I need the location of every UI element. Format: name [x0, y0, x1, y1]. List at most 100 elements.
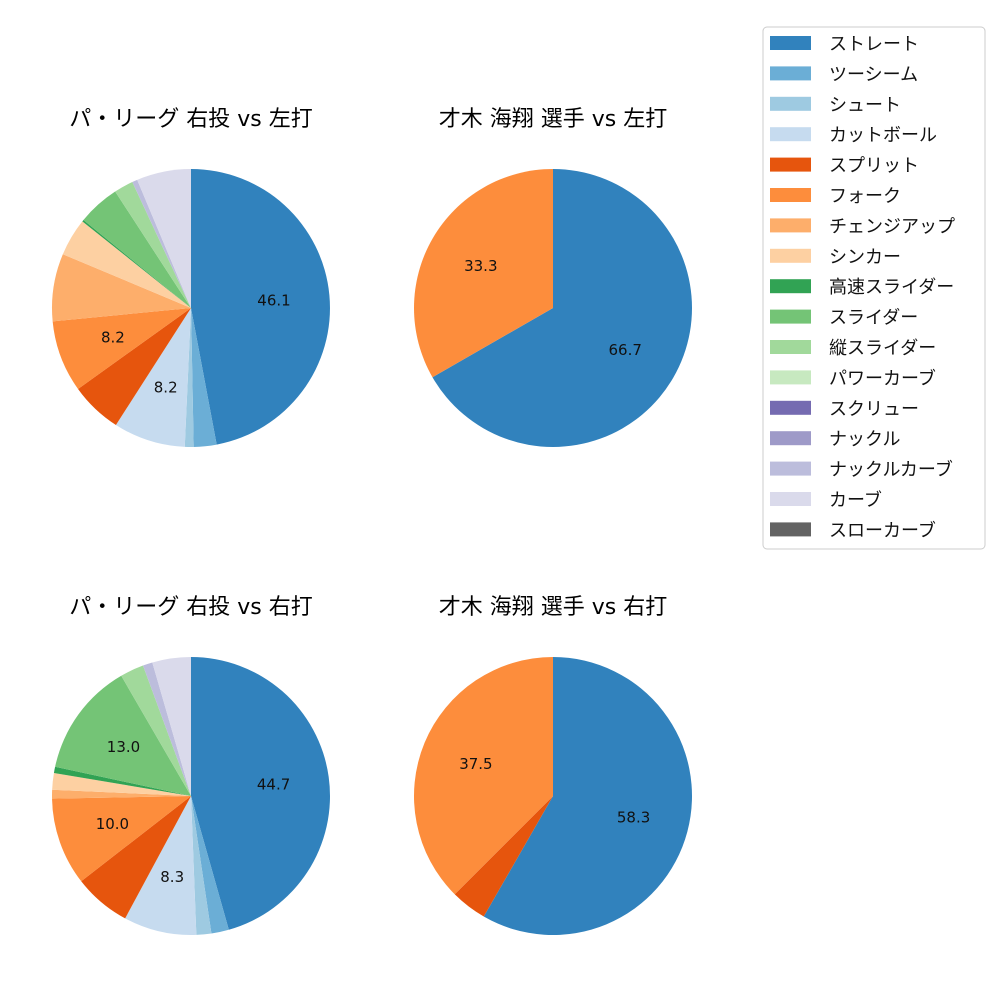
pie-slice [191, 169, 330, 445]
pie-slice [191, 308, 217, 447]
slice-label: 37.5 [459, 755, 492, 773]
legend-swatch [770, 431, 811, 446]
pie-slice [137, 169, 191, 308]
pie-chart-4: 才木 海翔 選手 vs 右打 58.3 37.5 [413, 595, 693, 935]
pie-charts: パ・リーグ 右投 vs 左打 46.1 8.2 8.2 才木 海翔 選手 vs 左打 66… [51, 107, 693, 936]
legend-label: ツーシーム [829, 64, 918, 85]
slice-label: 8.2 [154, 379, 178, 397]
legend-entry: カットボール [770, 125, 937, 146]
pie-slice [52, 796, 191, 882]
legend-label: チェンジアップ [829, 216, 955, 237]
legend-entry: スクリュー [770, 399, 919, 420]
legend-label: パワーカーブ [829, 367, 936, 389]
legend-entry: ナックル [770, 429, 900, 450]
legend-swatch [770, 248, 811, 263]
legend-label: カーブ [829, 489, 882, 511]
legend-swatch [770, 96, 811, 111]
slice-label: 44.7 [257, 776, 290, 794]
legend-entry: スローカーブ [770, 519, 936, 541]
legend-swatch [770, 309, 811, 324]
pie-slice [53, 766, 192, 796]
chart-title: パ・リーグ 右投 vs 右打 [69, 595, 312, 620]
legend-swatch [770, 157, 811, 172]
pie-chart-2: 才木 海翔 選手 vs 左打 66.7 33.3 [414, 107, 693, 448]
legend-entry: パワーカーブ [770, 367, 936, 389]
legend-items: ストレートツーシームシュートカットボールスプリットフォークチェンジアップシンカー… [770, 34, 955, 541]
legend-entry: スプリット [770, 156, 919, 177]
legend-label: スプリット [829, 156, 919, 177]
pie-slice [52, 308, 191, 389]
legend-entry: シンカー [770, 247, 901, 268]
pie-slice [132, 179, 191, 308]
legend-label: ナックル [829, 429, 900, 450]
legend-swatch [770, 522, 811, 537]
pie-slice [191, 657, 330, 930]
legend-swatch [770, 340, 811, 354]
pie-slice [414, 169, 553, 378]
legend-label: ストレート [829, 34, 919, 55]
legend-label: カットボール [829, 125, 937, 146]
legend-label: 縦スライダー [829, 338, 936, 359]
legend-entry: ツーシーム [770, 64, 918, 85]
legend-label: スライダー [829, 308, 918, 329]
legend-entry: チェンジアップ [770, 216, 955, 237]
pie-slice [78, 308, 191, 425]
slice-label: 13.0 [107, 738, 140, 756]
legend-entry: 高速スライダー [770, 277, 954, 298]
pie-slice [483, 657, 693, 935]
pie-slice [152, 657, 191, 796]
slice-label: 58.3 [617, 809, 650, 827]
pie-slice [82, 219, 191, 308]
legend-label: スローカーブ [829, 519, 936, 541]
pie-chart-1: パ・リーグ 右投 vs 左打 46.1 8.2 8.2 [51, 107, 330, 447]
legend-swatch [770, 188, 811, 202]
pie-slice [413, 657, 553, 895]
legend-entry: シュート [770, 95, 901, 116]
pie-slice [55, 675, 191, 796]
legend: ストレートツーシームシュートカットボールスプリットフォークチェンジアップシンカー… [762, 26, 986, 550]
slice-label: 33.3 [464, 257, 497, 275]
legend-entry: ナックルカーブ [770, 459, 953, 481]
legend-label: シュート [829, 95, 901, 116]
pie-slice [81, 796, 191, 919]
pie-slice [115, 182, 191, 308]
slice-label: 8.3 [160, 868, 184, 886]
legend-frame [762, 26, 986, 550]
legend-swatch [770, 218, 811, 233]
pie-slice [83, 191, 191, 308]
pie-slice [142, 662, 191, 796]
pie-slice [52, 789, 191, 799]
slice-label: 8.2 [101, 328, 125, 346]
legend-label: ナックルカーブ [829, 459, 953, 481]
legend-entry: スライダー [770, 308, 918, 329]
pie-slice [184, 308, 194, 447]
legend-swatch [770, 370, 811, 385]
legend-label: 高速スライダー [829, 277, 954, 298]
legend-label: フォーク [829, 186, 901, 207]
legend-swatch [770, 127, 811, 142]
pie-slice [115, 308, 191, 447]
pie-slice [121, 665, 191, 796]
legend-entry: フォーク [770, 186, 901, 207]
legend-swatch [770, 36, 811, 50]
legend-swatch [770, 279, 811, 294]
legend-swatch [770, 66, 811, 81]
legend-label: シンカー [829, 247, 901, 268]
pie-slice [62, 221, 192, 308]
legend-entry: ストレート [770, 34, 919, 55]
pie-slice [191, 796, 212, 935]
pie-slice [454, 796, 553, 917]
legend-swatch [770, 400, 811, 415]
chart-title: 才木 海翔 選手 vs 左打 [439, 107, 667, 132]
legend-swatch [770, 461, 811, 476]
pie-slice [191, 796, 229, 934]
slice-label: 46.1 [257, 291, 290, 309]
slice-label: 10.0 [96, 815, 129, 833]
chart-title: パ・リーグ 右投 vs 左打 [69, 107, 312, 132]
pie-chart-3: パ・リーグ 右投 vs 右打 44.7 8.3 10.0 13.0 [52, 595, 330, 936]
pie-slice [51, 254, 192, 322]
legend-entry: 縦スライダー [770, 338, 936, 359]
legend-entry: カーブ [770, 489, 882, 511]
pie-slice [432, 169, 693, 448]
